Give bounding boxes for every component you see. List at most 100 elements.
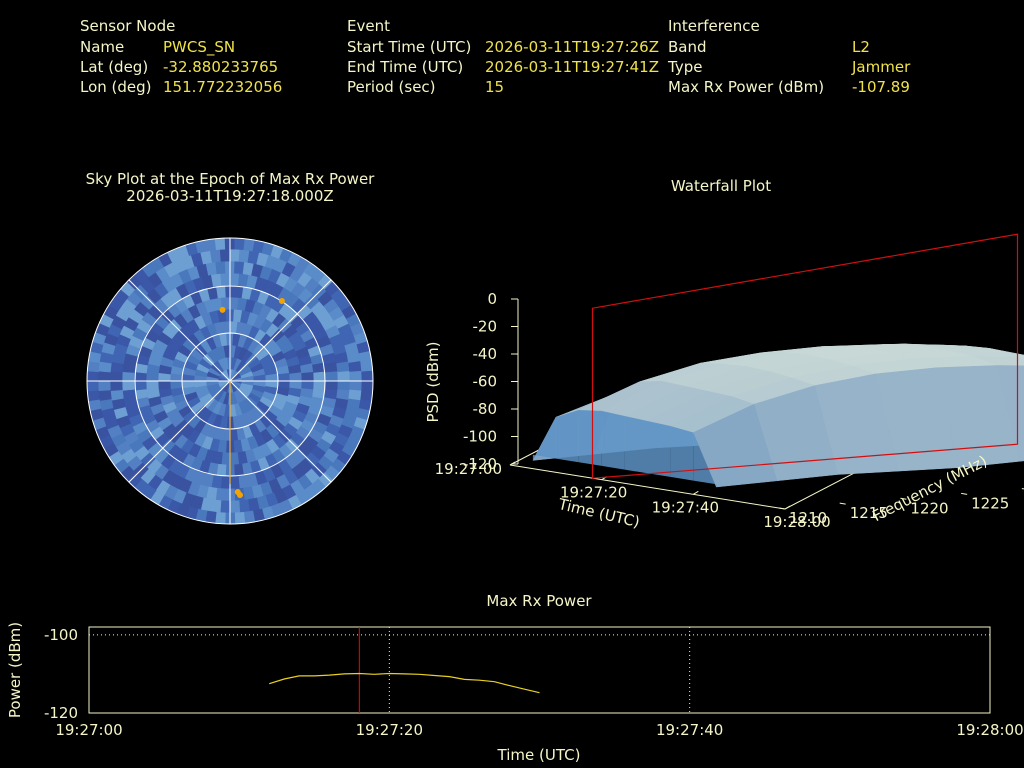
power-x-tick-label: 19:27:40 — [656, 721, 723, 739]
sky-cell — [97, 370, 111, 382]
sky-cell — [145, 380, 159, 391]
sky-cell — [109, 371, 123, 382]
waterfall-freq-tick-label: 1220 — [910, 499, 948, 517]
sky-azimuth-line — [128, 279, 231, 382]
sky-cell — [121, 380, 135, 391]
sky-cell — [98, 389, 112, 402]
sky-satellites — [219, 298, 285, 498]
sky-cell — [110, 389, 124, 401]
sky-cell — [229, 500, 241, 514]
sky-cell — [109, 380, 123, 391]
sky-cell — [229, 428, 239, 442]
sky-cell — [361, 380, 373, 392]
sky-cell — [337, 380, 351, 391]
sky-cell — [122, 389, 136, 401]
waterfall-time-tick-label: 19:27:40 — [652, 498, 719, 516]
sky-cell — [214, 238, 226, 251]
event-period-label: Period (sec) — [347, 78, 436, 96]
sky-cell — [277, 372, 291, 382]
sky-cell — [289, 372, 303, 382]
sky-cell — [210, 273, 222, 287]
waterfall-epoch-plane — [591, 233, 1019, 479]
power-y-tick-label: -100 — [44, 626, 78, 644]
waterfall-z-label: PSD (dBm) — [424, 341, 442, 422]
sky-cell — [169, 380, 183, 390]
interference-power-value: -107.89 — [852, 78, 910, 96]
event-start-label: Start Time (UTC) — [347, 38, 472, 56]
waterfall-surface-skirt — [601, 410, 625, 470]
waterfall-time-tick — [509, 461, 516, 466]
power-x-tick-label: 19:28:00 — [956, 721, 1023, 739]
waterfall-time-tick — [784, 505, 791, 510]
waterfall-freq-tick — [900, 497, 907, 500]
sky-cell — [349, 370, 363, 382]
waterfall-epoch-marker — [591, 233, 1019, 479]
sky-cell — [229, 248, 241, 262]
waterfall-freq-tick — [778, 507, 786, 510]
event-end-value: 2026-03-11T19:27:41Z — [485, 58, 659, 76]
sky-azimuth-line — [229, 380, 332, 483]
sensor-name-value: PWCS_SN — [163, 38, 236, 56]
interference-power-label: Max Rx Power (dBm) — [668, 78, 825, 96]
sky-cell — [221, 320, 231, 334]
event-heading: Event — [347, 17, 390, 35]
sky-cell — [324, 361, 338, 373]
waterfall-surface-skirt — [647, 421, 671, 477]
sky-cell — [360, 360, 373, 373]
waterfall-surface-skirt — [693, 432, 717, 487]
sky-cell — [133, 371, 147, 382]
waterfall-z-tick-label: 0 — [487, 290, 497, 308]
sky-cell — [301, 371, 315, 382]
sky-cell — [220, 272, 231, 286]
power-series-line — [269, 672, 540, 694]
waterfall-z-tick-label: -20 — [473, 318, 498, 336]
waterfall-surface-skirt — [532, 417, 556, 461]
sky-cell — [97, 380, 111, 392]
sky-cell — [87, 389, 100, 402]
interference-type-value: Jammer — [852, 58, 911, 76]
sky-cell — [234, 511, 246, 524]
power-title: Max Rx Power — [486, 592, 592, 610]
interference-band-label: Band — [668, 38, 707, 56]
waterfall-surface-skirt — [670, 426, 694, 481]
waterfall-freq-tick-label: 1225 — [971, 494, 1009, 512]
power-plot: Max Rx Power Power (dBm) Time (UTC) -100… — [6, 592, 1024, 764]
sky-cell — [121, 371, 135, 382]
sky-cell — [348, 360, 362, 373]
waterfall-z-tick-label: -60 — [473, 373, 498, 391]
sky-cell — [204, 238, 217, 252]
sky-satellite-point — [219, 306, 226, 313]
waterfall-time-tick — [693, 490, 699, 495]
sky-cell — [325, 371, 339, 382]
sky-cell — [313, 371, 327, 382]
waterfall-freq-tick — [839, 502, 846, 505]
waterfall-freq-tick — [1021, 488, 1024, 490]
sky-cell — [229, 272, 240, 286]
sky-cell — [157, 380, 171, 390]
interference-type-label: Type — [668, 58, 703, 76]
sky-cell — [234, 238, 246, 251]
waterfall-surface-skirt — [555, 410, 579, 463]
power-series — [269, 672, 540, 694]
sky-cell — [87, 380, 99, 392]
power-x-label: Time (UTC) — [497, 746, 581, 764]
sky-plot-epoch: 2026-03-11T19:27:18.000Z — [126, 187, 333, 205]
sky-cell — [349, 380, 363, 392]
sensor-lat-label: Lat (deg) — [80, 58, 149, 76]
sky-cell — [243, 510, 256, 524]
event-start-value: 2026-03-11T19:27:26Z — [485, 38, 659, 56]
waterfall-z-tick-label: -100 — [463, 428, 497, 446]
power-y-tick-label: -120 — [44, 704, 78, 722]
waterfall-surface-skirt — [624, 416, 648, 474]
power-y-label: Power (dBm) — [6, 622, 24, 718]
waterfall-time-tick-label: 19:27:00 — [435, 460, 502, 478]
sky-cell — [229, 476, 240, 490]
power-frame — [88, 626, 991, 714]
waterfall-plot: Waterfall Plot 0-20-40-60-80-100-12019:2… — [424, 177, 1024, 531]
sky-cell — [87, 370, 99, 382]
sensor-lon-label: Lon (deg) — [80, 78, 152, 96]
sky-cell — [313, 380, 327, 391]
